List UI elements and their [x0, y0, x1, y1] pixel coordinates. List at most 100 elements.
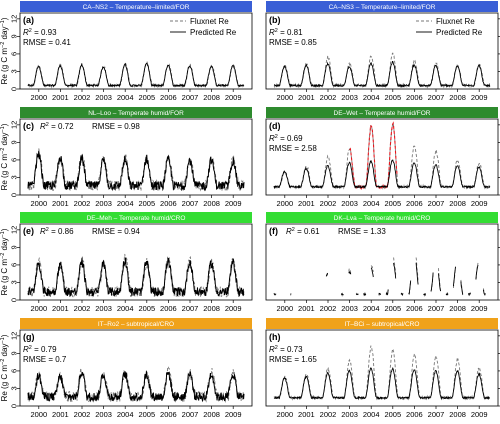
- panel-h-label: (h): [269, 332, 281, 342]
- panel-f-xtick-label: 2005: [384, 304, 401, 313]
- panel-e-xtick-label: 2001: [52, 304, 69, 313]
- panel-f-xtick-label: 2006: [406, 304, 423, 313]
- panel-f: DK–Lva – Temperate humid/CRO036912200020…: [265, 212, 500, 313]
- panel-c-ytick-label: 12: [10, 121, 19, 129]
- panel-c-xtick-label: 2003: [95, 199, 112, 208]
- panel-f-r2: R2 = 0.61: [286, 227, 320, 236]
- panel-h: IT–BCi – subtropical/CRO0369122000200120…: [265, 318, 500, 419]
- panel-d-rmse: RMSE = 2.58: [269, 144, 317, 153]
- panel-g-xtick-label: 2002: [74, 410, 91, 419]
- panel-a-ytick-label: 0: [10, 87, 19, 91]
- panel-b-xtick-label: 2005: [384, 93, 401, 102]
- panel-c-xtick-label: 2009: [225, 199, 242, 208]
- panel-e-ylabel: Re (g C m−2 day−1): [0, 228, 9, 295]
- panel-e-label: (e): [23, 226, 34, 236]
- panel-g-ytick-label: 12: [10, 332, 19, 340]
- panel-a-xtick-label: 2001: [52, 93, 69, 102]
- panel-f-xtick-label: 2008: [449, 304, 466, 313]
- panel-g-ytick-label: 0: [10, 404, 19, 408]
- panel-b-r2: R2 = 0.81: [269, 28, 303, 37]
- panel-e-r2: R2 = 0.86: [40, 227, 74, 236]
- panel-f-series-predicted: [273, 262, 486, 297]
- panel-g-ylabel: Re (g C m−2 day−1): [0, 334, 9, 401]
- panel-c-frame: [19, 118, 253, 196]
- panel-b-xtick-label: 2009: [471, 93, 488, 102]
- panel-g-label: (g): [23, 332, 35, 342]
- panel-c-ytick-label: 9: [10, 140, 19, 144]
- panel-f-xtick-label: 2009: [471, 304, 488, 313]
- panel-g-xtick-label: 2003: [95, 410, 112, 419]
- panel-c-series-predicted: [27, 150, 245, 192]
- panel-a-ylabel: Re (g C m−2 day−1): [0, 17, 9, 84]
- panel-c-r2: R2 = 0.72: [40, 122, 74, 131]
- panel-f-xtick-label: 2004: [363, 304, 380, 313]
- panel-c-label: (c): [23, 121, 34, 131]
- panel-d-r2: R2 = 0.69: [269, 134, 303, 143]
- panel-c-xtick-label: 2008: [203, 199, 220, 208]
- panel-d-label: (d): [269, 121, 281, 131]
- panel-g-series-predicted: [27, 370, 245, 403]
- panel-h-xtick-label: 2009: [471, 410, 488, 419]
- panel-g-ytick-label: 6: [10, 369, 19, 373]
- panel-c-rmse: RMSE = 0.98: [92, 122, 140, 131]
- panel-b-series-fluxnet: [273, 52, 491, 89]
- panel-d-xtick-label: 2000: [276, 199, 293, 208]
- panel-c-banner-text: NL–Loo – Temperate humid/FOR: [88, 110, 184, 117]
- panel-e-xtick-label: 2004: [117, 304, 134, 313]
- panel-a-legend-pred-label: Predicted Re: [190, 28, 237, 37]
- panel-d-xtick-label: 2002: [320, 199, 337, 208]
- panel-d-xtick-label: 2007: [428, 199, 445, 208]
- panel-b-xtick-label: 2008: [449, 93, 466, 102]
- panel-c-xtick-label: 2007: [182, 199, 199, 208]
- panel-h-series-predicted: [273, 366, 490, 401]
- panel-d: DE–Wet – Temperate humid/FOR036912200020…: [265, 107, 500, 208]
- panel-a-rmse: RMSE = 0.41: [23, 38, 71, 47]
- panel-d-series-predicted: [273, 158, 491, 190]
- panel-e-xtick-label: 2008: [203, 304, 220, 313]
- panel-e-ytick-label: 9: [10, 245, 19, 249]
- panel-h-banner: [266, 318, 498, 329]
- panel-e-banner-text: DE–Meh – Temperate humid/CRO: [87, 215, 186, 222]
- panel-b-legend-flux-label: Fluxnet Re: [436, 17, 475, 26]
- panel-h-xtick-label: 2001: [298, 410, 315, 419]
- panel-g: IT–Ro2 – subtropical/CRO 0 3 6 9 12 2000 2001 20…: [0, 318, 253, 419]
- panel-a-r2: R2 = 0.93: [23, 28, 57, 37]
- panel-g-xtick-label: 2001: [52, 410, 69, 419]
- panel-a-label: (a): [23, 15, 34, 25]
- panel-h-xtick-label: 2005: [384, 410, 401, 419]
- panel-c-ytick-label: 6: [10, 158, 19, 162]
- panel-d-banner-text: DE–Wet – Temperate humid/FOR: [334, 110, 431, 117]
- panel-d-xtick-label: 2003: [341, 199, 358, 208]
- panel-e-ytick-label: 6: [10, 263, 19, 267]
- panel-e-xtick-label: 2005: [138, 304, 155, 313]
- panel-a-ytick-label: 6: [10, 52, 19, 56]
- panel-c-ytick-label: 3: [10, 175, 19, 179]
- panel-d-xtick-label: 2008: [449, 199, 466, 208]
- panel-f-rmse: RMSE = 1.33: [338, 227, 386, 236]
- panel-a-xtick-label: 2004: [117, 93, 134, 102]
- panel-g-xtick-label: 2006: [160, 410, 177, 419]
- panel-d-xtick-label: 2009: [471, 199, 488, 208]
- panel-f-series-fluxnet: [273, 257, 486, 298]
- panel-c-xtick-label: 2000: [30, 199, 47, 208]
- panel-b-label: (b): [269, 15, 281, 25]
- panel-b: CA–NS3 – Temperature–limited/FOR03691220…: [265, 1, 500, 102]
- panel-e-xtick-label: 2000: [30, 304, 47, 313]
- panel-b-xtick-label: 2000: [276, 93, 293, 102]
- panel-a-ytick-label: 9: [10, 34, 19, 38]
- panel-d-banner: [266, 107, 498, 118]
- panel-h-rmse: RMSE = 1.65: [269, 355, 317, 364]
- panel-a-ytick-label: 12: [10, 15, 19, 23]
- panel-e-xtick-label: 2006: [160, 304, 177, 313]
- panel-c-xtick-label: 2006: [160, 199, 177, 208]
- panel-e-series-predicted: [27, 257, 245, 298]
- panel-e-rmse: RMSE = 0.94: [92, 227, 140, 236]
- panel-f-xtick-label: 2000: [276, 304, 293, 313]
- panel-h-xtick-label: 2004: [363, 410, 380, 419]
- panel-g-xtick-label: 2000: [30, 410, 47, 419]
- panel-c-banner: [20, 107, 252, 118]
- panel-c-ylabel: Re (g C m−2 day−1): [0, 123, 9, 190]
- panel-f-frame: [265, 223, 499, 301]
- panel-g-xtick-label: 2009: [225, 410, 242, 419]
